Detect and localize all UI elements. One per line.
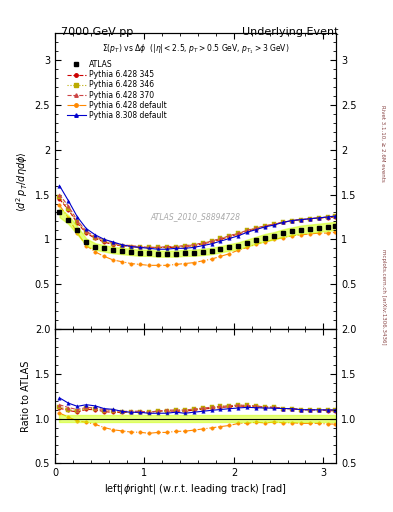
Y-axis label: $\langle d^2\,p_T/d\eta d\phi\rangle$: $\langle d^2\,p_T/d\eta d\phi\rangle$ [15, 151, 31, 211]
X-axis label: left$|\phi$right$|$ (w.r.t. leading track) [rad]: left$|\phi$right$|$ (w.r.t. leading trac… [104, 482, 287, 497]
Text: Rivet 3.1.10, ≥ 2.6M events: Rivet 3.1.10, ≥ 2.6M events [381, 105, 386, 182]
Text: ATLAS_2010_S8894728: ATLAS_2010_S8894728 [151, 212, 241, 221]
Y-axis label: Ratio to ATLAS: Ratio to ATLAS [20, 360, 31, 432]
Legend: ATLAS, Pythia 6.428 345, Pythia 6.428 346, Pythia 6.428 370, Pythia 6.428 defaul: ATLAS, Pythia 6.428 345, Pythia 6.428 34… [64, 58, 169, 122]
Text: Underlying Event: Underlying Event [242, 27, 339, 37]
Text: mcplots.cern.ch [arXiv:1306.3436]: mcplots.cern.ch [arXiv:1306.3436] [381, 249, 386, 345]
Text: $\Sigma(p_T)$ vs $\Delta\phi$  ($|\eta| < 2.5$, $p_T > 0.5$ GeV, $p_{T_1} > 3$ G: $\Sigma(p_T)$ vs $\Delta\phi$ ($|\eta| <… [102, 42, 289, 56]
Text: 7000 GeV pp: 7000 GeV pp [61, 27, 133, 37]
